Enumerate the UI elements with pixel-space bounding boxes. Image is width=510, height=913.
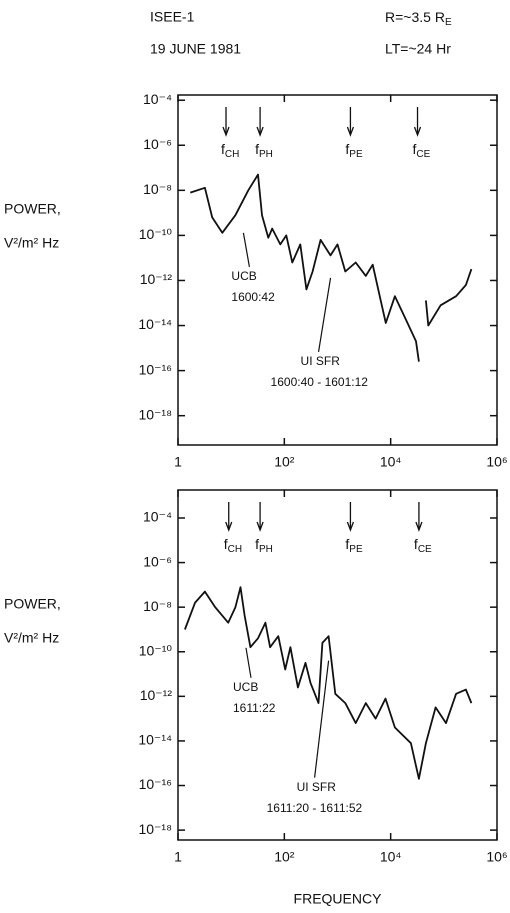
- y-tick-label: 10⁻¹⁸: [138, 821, 172, 837]
- marker-symbol: f: [224, 536, 228, 552]
- local-time: LT=~24 Hr: [385, 41, 451, 57]
- marker-subscript: PH: [259, 544, 273, 555]
- y-tick-label: 10⁻¹⁰: [139, 226, 173, 242]
- x-tick-label: 10⁴: [380, 454, 402, 470]
- y-tick-label: 10⁻¹²: [140, 271, 173, 287]
- radius-text: R=~3.5 R: [385, 9, 445, 25]
- marker-symbol: f: [414, 536, 418, 552]
- marker-symbol: f: [255, 141, 259, 157]
- y-tick-label: 10⁻⁸: [143, 598, 172, 614]
- x-axis-label: FREQUENCY: [294, 891, 383, 907]
- marker-symbol: f: [255, 536, 259, 552]
- y-tick-label: 10⁻⁶: [143, 136, 172, 152]
- marker-subscript: CH: [225, 149, 239, 160]
- annotation-text: 1600:42: [231, 290, 275, 304]
- marker-label: fCH: [221, 141, 239, 160]
- marker-arrowhead: [222, 126, 230, 137]
- y-tick-label: 10⁻¹⁴: [138, 732, 172, 748]
- annotation-leader: [245, 647, 252, 678]
- marker-subscript: CE: [416, 149, 430, 160]
- annotation-text: UI SFR: [297, 780, 337, 794]
- y-tick-label: 10⁻¹⁶: [139, 776, 172, 792]
- annotation-leader: [313, 660, 330, 778]
- title: ISEE-1: [150, 9, 195, 25]
- y-tick-label: 10⁻⁶: [143, 553, 172, 569]
- marker-label: fCH: [224, 536, 242, 555]
- marker-label: fCE: [414, 536, 432, 555]
- annotation-text: 1611:22: [233, 701, 276, 715]
- marker-arrowhead: [256, 521, 264, 532]
- marker-label: fPH: [255, 536, 273, 555]
- marker-symbol: f: [221, 141, 225, 157]
- y-axis-label: POWER,: [4, 596, 61, 612]
- marker-subscript: PH: [259, 149, 273, 160]
- y-axis-label: V²/m² Hz: [4, 235, 59, 251]
- y-tick-label: 10⁻¹⁰: [139, 642, 173, 658]
- y-tick-label: 10⁻¹⁸: [138, 406, 172, 422]
- y-tick-label: 10⁻¹²: [140, 687, 173, 703]
- annotation-text: UCB: [231, 269, 256, 283]
- marker-arrowhead: [415, 521, 423, 532]
- y-tick-label: 10⁻¹⁴: [138, 316, 172, 332]
- y-axis-label: POWER,: [4, 201, 61, 217]
- marker-label: fPE: [345, 536, 363, 555]
- marker-symbol: f: [345, 141, 349, 157]
- marker-symbol: f: [345, 536, 349, 552]
- plot-frame: [177, 489, 498, 841]
- radius-sub: E: [445, 17, 452, 28]
- radius: R=~3.5 RE: [385, 9, 452, 28]
- annotation-text: 1600:40 - 1601:12: [271, 375, 369, 389]
- marker-subscript: CH: [228, 544, 242, 555]
- marker-subscript: CE: [418, 544, 432, 555]
- x-tick-label: 10²: [274, 454, 295, 470]
- marker-arrowhead: [346, 126, 355, 137]
- x-tick-label: 10⁶: [486, 849, 507, 865]
- annotation-text: 1611:20 - 1611:52: [267, 801, 363, 815]
- x-tick-label: 10⁴: [380, 849, 402, 865]
- y-axis-label: V²/m² Hz: [4, 630, 59, 646]
- marker-arrowhead: [346, 521, 355, 532]
- plot-frame: [177, 94, 498, 446]
- marker-arrowhead: [225, 521, 233, 532]
- y-tick-label: 10⁻⁴: [143, 91, 172, 107]
- marker-label: fPH: [255, 141, 273, 160]
- power-line: [190, 173, 473, 362]
- marker-subscript: PE: [349, 544, 363, 555]
- annotation-text: UCB: [233, 680, 258, 694]
- marker-arrowhead: [413, 126, 422, 137]
- marker-symbol: f: [413, 141, 417, 157]
- x-tick-label: 1: [174, 849, 182, 865]
- x-tick-label: 10⁶: [486, 454, 507, 470]
- y-tick-label: 10⁻⁴: [143, 509, 172, 525]
- y-tick-label: 10⁻⁸: [143, 181, 172, 197]
- x-tick-label: 1: [174, 454, 182, 470]
- power-line: [184, 586, 473, 780]
- x-tick-label: 10²: [274, 849, 295, 865]
- marker-label: fPE: [345, 141, 363, 160]
- annotation-text: UI SFR: [301, 354, 341, 368]
- annotation-leader: [317, 277, 332, 353]
- marker-subscript: PE: [349, 149, 363, 160]
- annotation-leader: [242, 232, 251, 267]
- marker-label: fCE: [413, 141, 431, 160]
- marker-arrowhead: [256, 126, 264, 137]
- y-tick-label: 10⁻¹⁶: [139, 361, 172, 377]
- date: 19 JUNE 1981: [150, 41, 241, 57]
